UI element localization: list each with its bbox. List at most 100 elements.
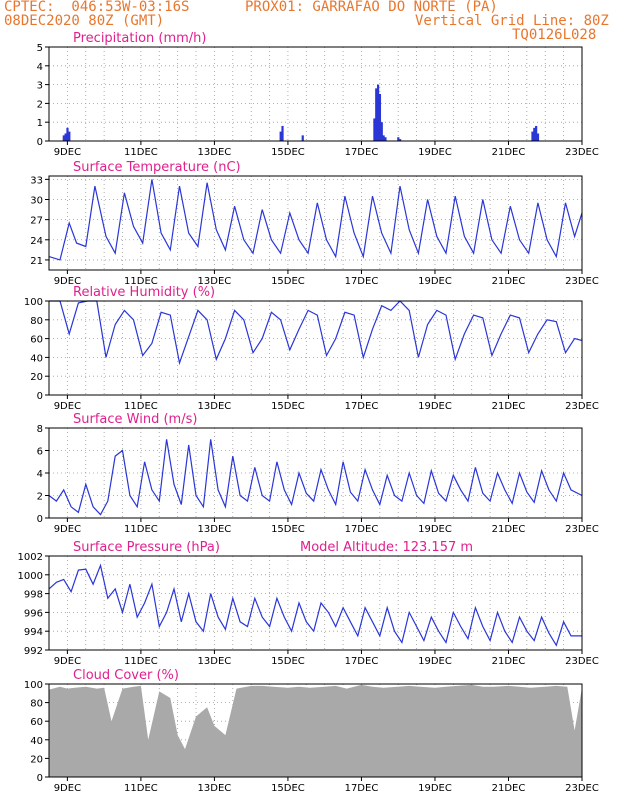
header-grid-line: Vertical Grid Line: 80Z — [415, 13, 609, 29]
y-tick-label: 8 — [37, 424, 43, 435]
precip-bar — [531, 131, 534, 141]
x-tick-label: 15DEC — [271, 656, 305, 667]
x-tick-label: 9DEC — [54, 783, 81, 794]
series-line — [48, 439, 583, 516]
x-tick-label: 23DEC — [565, 276, 599, 287]
header-init-date: 08DEC2020 80Z (GMT) — [4, 13, 165, 29]
y-tick-label: 996 — [24, 608, 43, 619]
precip-bar — [384, 137, 387, 141]
y-tick-label: 0 — [37, 137, 43, 148]
x-tick-label: 13DEC — [198, 783, 232, 794]
precip-bar — [536, 133, 540, 141]
y-tick-label: 4 — [37, 469, 43, 480]
x-tick-label: 17DEC — [345, 524, 379, 535]
x-tick-label: 15DEC — [271, 147, 305, 158]
x-tick-label: 19DEC — [418, 656, 452, 667]
y-tick-label: 1000 — [18, 571, 43, 582]
x-tick-label: 17DEC — [345, 783, 379, 794]
x-tick-label: 23DEC — [565, 656, 599, 667]
x-tick-label: 21DEC — [492, 276, 526, 287]
precip-bar — [535, 125, 538, 141]
x-tick-label: 11DEC — [124, 147, 158, 158]
x-tick-label: 13DEC — [198, 401, 232, 412]
x-tick-label: 21DEC — [492, 147, 526, 158]
x-tick-label: 9DEC — [54, 656, 81, 667]
precip-bar — [66, 127, 69, 141]
y-tick-label: 1002 — [18, 552, 43, 563]
panel-title: Surface Wind (m/s) — [73, 412, 197, 427]
precip-bar — [399, 139, 402, 141]
y-tick-label: 6 — [37, 447, 43, 458]
x-tick-label: 23DEC — [565, 524, 599, 535]
panel-frame — [48, 175, 583, 271]
precip-bar — [279, 131, 282, 141]
series-line — [48, 563, 582, 647]
x-tick-label: 17DEC — [345, 656, 379, 667]
y-tick-label: 100 — [24, 297, 43, 308]
y-tick-label: 80 — [30, 699, 43, 710]
y-tick-label: 80 — [30, 316, 43, 327]
x-tick-label: 21DEC — [492, 783, 526, 794]
precip-bar — [62, 135, 65, 141]
x-tick-label: 17DEC — [345, 401, 379, 412]
x-tick-label: 11DEC — [124, 656, 158, 667]
x-tick-label: 13DEC — [198, 147, 232, 158]
panel-title: Surface Temperature (nC) — [73, 160, 241, 175]
panel-title: Surface Pressure (hPa) — [73, 540, 220, 555]
x-tick-label: 23DEC — [565, 147, 599, 158]
x-tick-label: 9DEC — [54, 524, 81, 535]
x-tick-label: 21DEC — [492, 656, 526, 667]
y-tick-label: 0 — [37, 773, 43, 784]
x-tick-label: 19DEC — [418, 524, 452, 535]
y-tick-label: 992 — [24, 646, 43, 657]
header-model-id: TQ0126L028 — [512, 27, 597, 43]
x-tick-label: 23DEC — [565, 401, 599, 412]
series-line — [49, 300, 583, 366]
precip-bar — [64, 133, 67, 141]
x-tick-label: 15DEC — [271, 524, 305, 535]
y-tick-label: 5 — [37, 43, 43, 54]
panel-frame — [48, 46, 583, 142]
panel-title: Precipitation (mm/h) — [73, 31, 206, 46]
y-tick-label: 0 — [37, 514, 43, 525]
y-tick-label: 20 — [30, 372, 43, 383]
precip-bar — [397, 137, 400, 141]
x-tick-label: 19DEC — [418, 276, 452, 287]
precip-bar — [373, 118, 376, 141]
precip-bar — [378, 94, 382, 141]
y-tick-label: 0 — [37, 391, 43, 402]
y-tick-label: 2 — [37, 492, 43, 503]
x-tick-label: 19DEC — [418, 783, 452, 794]
x-tick-label: 9DEC — [54, 276, 81, 287]
precip-bar — [301, 135, 304, 141]
precip-bar — [382, 135, 385, 141]
precip-bar — [281, 125, 284, 141]
x-tick-label: 13DEC — [198, 524, 232, 535]
series-line — [48, 179, 583, 261]
header-station-coords: CPTEC: 046:53W-03:16S — [4, 0, 190, 15]
precip-bar — [68, 131, 71, 141]
x-tick-label: 9DEC — [54, 147, 81, 158]
x-tick-label: 11DEC — [124, 524, 158, 535]
x-tick-label: 9DEC — [54, 401, 81, 412]
x-tick-label: 17DEC — [345, 147, 379, 158]
y-tick-label: 40 — [30, 736, 43, 747]
y-tick-label: 40 — [30, 353, 43, 364]
y-tick-label: 24 — [30, 236, 43, 247]
y-tick-label: 27 — [30, 216, 43, 227]
y-tick-label: 60 — [30, 717, 43, 728]
y-tick-label: 60 — [30, 335, 43, 346]
panel-frame — [48, 555, 583, 651]
y-tick-label: 3 — [37, 81, 43, 92]
y-tick-label: 4 — [37, 62, 43, 73]
precip-bar — [376, 84, 380, 141]
y-tick-label: 100 — [24, 680, 43, 691]
panel-frame — [48, 683, 583, 778]
cloud-area — [49, 684, 582, 777]
y-tick-label: 20 — [30, 754, 43, 765]
panel-frame — [48, 427, 583, 519]
precip-bar — [375, 88, 378, 141]
y-tick-label: 998 — [24, 590, 43, 601]
x-tick-label: 13DEC — [198, 276, 232, 287]
